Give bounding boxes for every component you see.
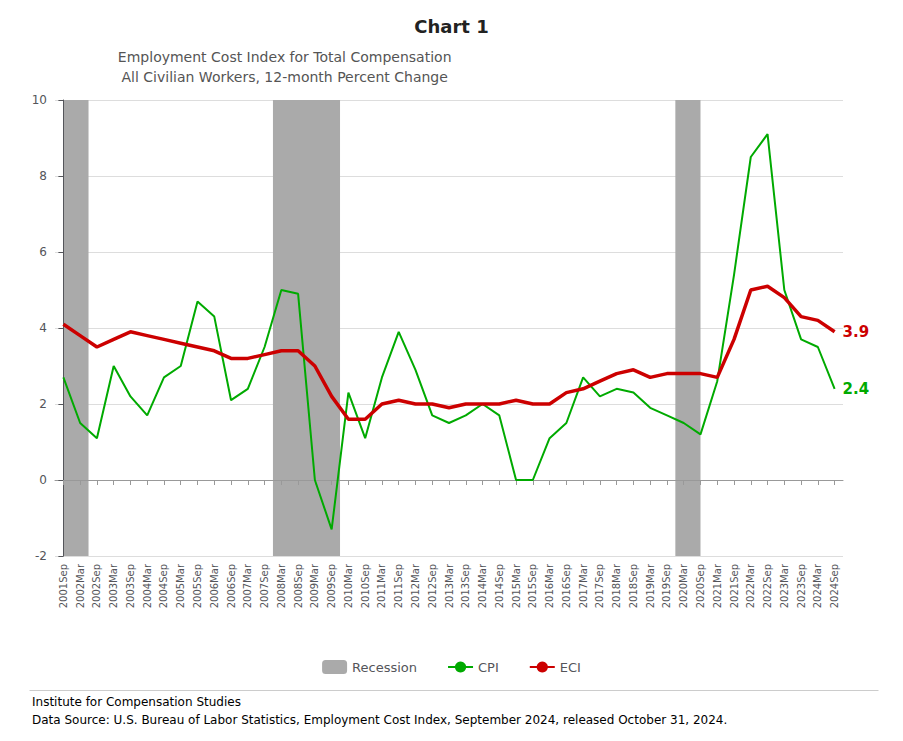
svg-text:2006Sep: 2006Sep (226, 564, 237, 608)
svg-text:4: 4 (39, 321, 47, 335)
svg-text:2011Sep: 2011Sep (393, 564, 404, 608)
svg-text:2.4: 2.4 (843, 380, 870, 398)
svg-text:2011Mar: 2011Mar (376, 563, 387, 608)
svg-text:2007Sep: 2007Sep (259, 564, 270, 608)
svg-text:2022Sep: 2022Sep (762, 564, 773, 608)
svg-text:2008Sep: 2008Sep (293, 564, 304, 608)
svg-text:Institute for Compensation Stu: Institute for Compensation Studies (32, 695, 241, 709)
svg-text:ECI: ECI (560, 660, 581, 675)
svg-text:2020Sep: 2020Sep (695, 564, 706, 608)
svg-text:2010Mar: 2010Mar (343, 563, 354, 608)
svg-text:2: 2 (39, 397, 47, 411)
svg-text:2012Sep: 2012Sep (427, 564, 438, 608)
svg-text:All Civilian Workers, 12-month: All Civilian Workers, 12-month Percent C… (122, 69, 448, 85)
svg-text:2006Mar: 2006Mar (209, 563, 220, 608)
svg-text:2015Sep: 2015Sep (527, 564, 538, 608)
svg-text:2004Mar: 2004Mar (142, 563, 153, 608)
svg-text:2023Mar: 2023Mar (779, 563, 790, 608)
svg-text:2005Mar: 2005Mar (175, 563, 186, 608)
svg-text:2014Mar: 2014Mar (477, 563, 488, 608)
svg-text:2019Sep: 2019Sep (661, 564, 672, 608)
svg-text:2004Sep: 2004Sep (158, 564, 169, 608)
svg-text:2002Mar: 2002Mar (75, 563, 86, 608)
svg-text:2001Sep: 2001Sep (58, 564, 69, 608)
svg-text:6: 6 (39, 245, 47, 259)
svg-text:2009Sep: 2009Sep (326, 564, 337, 608)
svg-text:2007Mar: 2007Mar (242, 563, 253, 608)
svg-text:2022Mar: 2022Mar (745, 563, 756, 608)
svg-text:2017Sep: 2017Sep (594, 564, 605, 608)
svg-text:2009Mar: 2009Mar (309, 563, 320, 608)
svg-text:2021Mar: 2021Mar (712, 563, 723, 608)
svg-text:2020Mar: 2020Mar (678, 563, 689, 608)
svg-text:2003Mar: 2003Mar (108, 563, 119, 608)
svg-text:2021Sep: 2021Sep (729, 564, 740, 608)
svg-text:2002Sep: 2002Sep (91, 564, 102, 608)
svg-text:2023Sep: 2023Sep (796, 564, 807, 608)
svg-text:2016Sep: 2016Sep (561, 564, 572, 608)
svg-text:Recession: Recession (352, 660, 417, 675)
svg-text:Employment Cost Index for Tota: Employment Cost Index for Total Compensa… (118, 49, 452, 65)
svg-text:2015Mar: 2015Mar (511, 563, 522, 608)
svg-text:2008Mar: 2008Mar (276, 563, 287, 608)
svg-text:2018Sep: 2018Sep (628, 564, 639, 608)
svg-text:2013Mar: 2013Mar (444, 563, 455, 608)
svg-text:2005Sep: 2005Sep (192, 564, 203, 608)
svg-text:CPI: CPI (478, 660, 499, 675)
svg-text:0: 0 (39, 473, 47, 487)
svg-text:2012Mar: 2012Mar (410, 563, 421, 608)
svg-text:10: 10 (32, 93, 47, 107)
svg-text:2024Mar: 2024Mar (812, 563, 823, 608)
svg-text:2024Sep: 2024Sep (829, 564, 840, 608)
svg-text:-2: -2 (35, 549, 47, 563)
svg-text:2017Mar: 2017Mar (578, 563, 589, 608)
svg-text:8: 8 (39, 169, 47, 183)
svg-text:2014Sep: 2014Sep (494, 564, 505, 608)
svg-text:2018Mar: 2018Mar (611, 563, 622, 608)
svg-text:2003Sep: 2003Sep (125, 564, 136, 608)
svg-text:Chart 1: Chart 1 (414, 16, 488, 37)
svg-text:2013Sep: 2013Sep (460, 564, 471, 608)
svg-text:2016Mar: 2016Mar (544, 563, 555, 608)
svg-text:2019Mar: 2019Mar (645, 563, 656, 608)
svg-text:Data Source: U.S. Bureau of La: Data Source: U.S. Bureau of Labor Statis… (32, 713, 727, 727)
svg-text:3.9: 3.9 (843, 323, 870, 341)
svg-text:2010Sep: 2010Sep (360, 564, 371, 608)
